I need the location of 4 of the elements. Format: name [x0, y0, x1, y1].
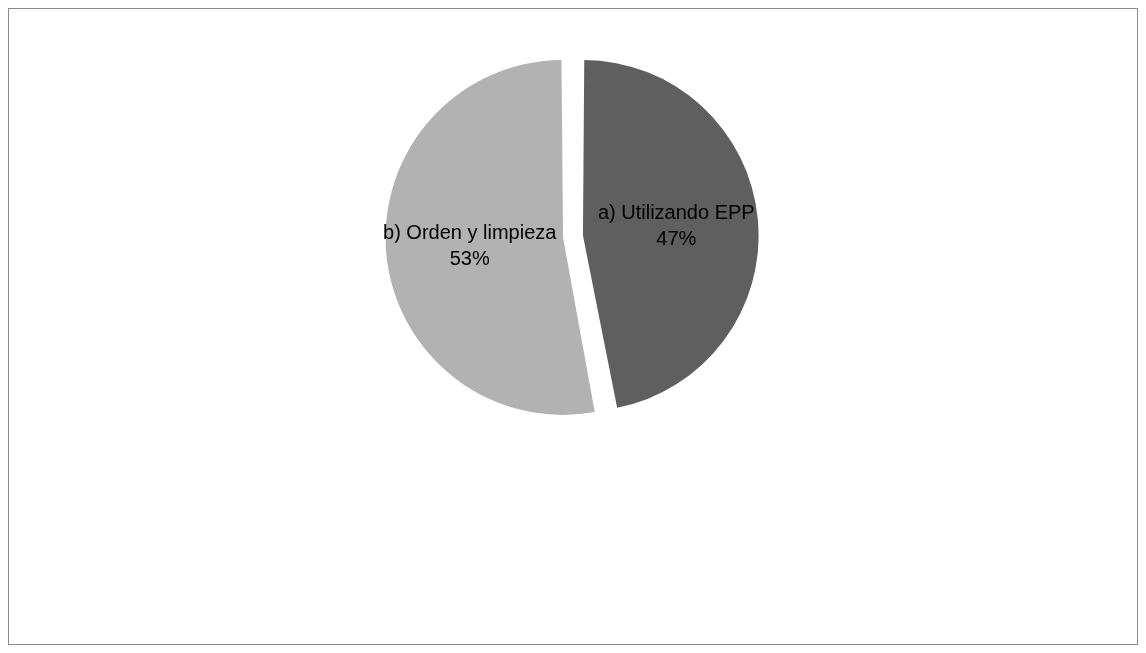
slice-label: b) Orden y limpieza — [383, 220, 558, 243]
data-label: 53% — [449, 246, 490, 269]
slice-label: a) Utilizando EPP — [597, 201, 755, 224]
data-label: 47% — [656, 227, 697, 250]
